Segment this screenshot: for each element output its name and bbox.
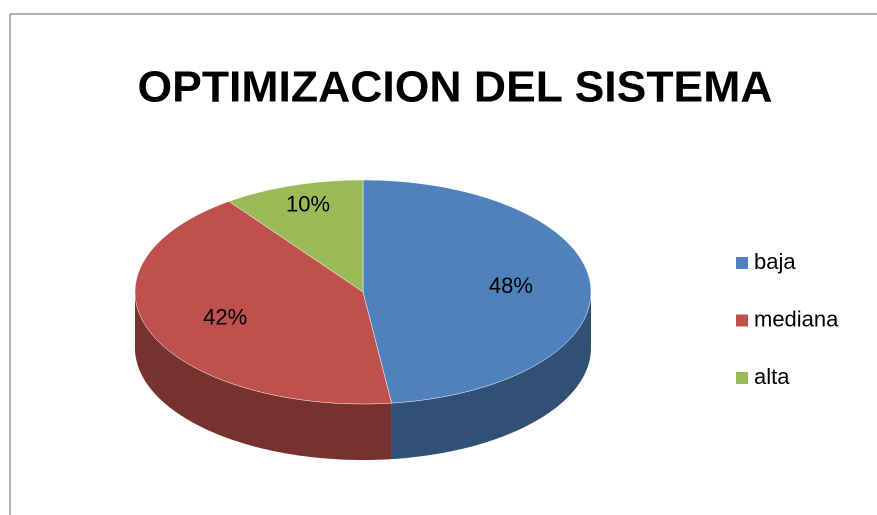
- legend-swatch: [736, 257, 748, 269]
- pie-slice: [362, 179, 592, 404]
- pie-slice: [228, 179, 364, 293]
- legend-swatch: [736, 372, 748, 384]
- data-label: 10%: [286, 192, 330, 217]
- chart-title: OPTIMIZACION DEL SISTEMA: [138, 63, 773, 112]
- data-label: 48%: [489, 273, 533, 298]
- pie-side: [135, 292, 392, 460]
- pie-slice: [134, 201, 392, 405]
- legend-label: alta: [754, 364, 790, 389]
- legend-label: baja: [754, 249, 796, 274]
- legend-label: mediana: [754, 306, 839, 331]
- data-label: 42%: [203, 305, 247, 330]
- pie-side: [391, 292, 591, 460]
- legend-swatch: [736, 314, 748, 327]
